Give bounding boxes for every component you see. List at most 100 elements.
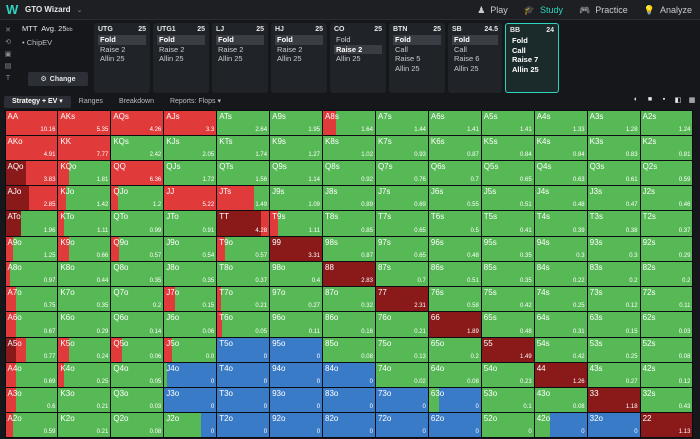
hand-cell[interactable]: A8o 0.97: [5, 261, 58, 287]
hand-cell[interactable]: 65o 0.2: [428, 337, 481, 362]
hand-cell[interactable]: 54o 0.23: [481, 362, 534, 388]
app-logo[interactable]: W GTO Wizard ⌄: [6, 3, 82, 16]
hand-cell[interactable]: QJs 1.72: [164, 160, 217, 186]
hand-cell[interactable]: 96s 0.48: [428, 236, 481, 261]
hand-cell[interactable]: K2o 0.21: [58, 413, 111, 438]
hand-cell[interactable]: AKs 5.35: [58, 110, 111, 135]
hand-cell[interactable]: Q8o 0.35: [111, 261, 164, 287]
hand-cell[interactable]: A7s 1.44: [375, 110, 428, 135]
hand-cell[interactable]: T9o 0.57: [217, 236, 270, 261]
hand-cell[interactable]: 65s 0.48: [481, 312, 534, 337]
hand-cell[interactable]: K4s 0.84: [534, 135, 587, 160]
nav-analyze[interactable]: 💡 Analyze: [636, 0, 700, 20]
hand-cell[interactable]: 73s 0.12: [587, 287, 640, 312]
hand-cell[interactable]: KJo 1.42: [58, 186, 111, 211]
hand-cell[interactable]: A8s 1.64: [323, 110, 375, 135]
position-card-utg1[interactable]: UTG1 25 Fold Raise 2 Allin 25: [153, 23, 209, 93]
hand-cell[interactable]: A4o 0.69: [5, 362, 58, 388]
hand-cell[interactable]: Q9o 0.57: [111, 236, 164, 261]
history-icon[interactable]: ⟲: [5, 39, 11, 46]
hand-cell[interactable]: J5o 0.0: [164, 337, 217, 362]
hand-cell[interactable]: 32o 0: [587, 413, 640, 438]
hand-cell[interactable]: A9s 1.95: [270, 110, 323, 135]
position-action[interactable]: Allin 25: [100, 54, 125, 63]
hand-cell[interactable]: 99 3.31: [270, 236, 323, 261]
hand-cell[interactable]: 92o 0: [270, 413, 323, 438]
hand-cell[interactable]: KK 7.77: [58, 135, 111, 160]
tab-ranges[interactable]: Ranges: [78, 98, 103, 105]
folder-icon[interactable]: ▤: [4, 63, 12, 70]
hand-cell[interactable]: J9o 0.54: [164, 236, 217, 261]
hand-cell[interactable]: 63s 0.15: [587, 312, 640, 337]
hand-cell[interactable]: Q2s 0.59: [640, 160, 693, 186]
hand-cell[interactable]: J8o 0.35: [164, 261, 217, 287]
hand-cell[interactable]: A5s 1.41: [481, 110, 534, 135]
hand-cell[interactable]: QQ 6.36: [111, 160, 164, 186]
hand-cell[interactable]: J2s 0.46: [640, 186, 693, 211]
hand-cell[interactable]: Q3s 0.61: [587, 160, 640, 186]
position-action[interactable]: Raise 2: [334, 44, 382, 54]
hand-cell[interactable]: QJo 1.2: [111, 186, 164, 211]
hand-cell[interactable]: A5o 0.77: [5, 337, 58, 362]
position-action[interactable]: Fold: [275, 35, 323, 45]
hand-cell[interactable]: T6o 0.05: [217, 312, 270, 337]
hand-cell[interactable]: 43o 0.08: [534, 388, 587, 413]
nav-study[interactable]: 🎓 Study: [516, 0, 571, 20]
position-action[interactable]: Allin 25: [395, 63, 420, 73]
hand-cell[interactable]: KQo 1.81: [58, 160, 111, 186]
hand-cell[interactable]: A9o 1.25: [5, 236, 58, 261]
position-action[interactable]: Allin 25: [277, 54, 302, 63]
hand-cell[interactable]: AQo 3.83: [5, 160, 58, 186]
hand-cell[interactable]: Q2o 0.08: [111, 413, 164, 438]
hand-cell[interactable]: J4s 0.48: [534, 186, 587, 211]
position-card-btn[interactable]: BTN 25 Fold Call Raise 5 Allin 25: [389, 23, 445, 93]
hand-cell[interactable]: K9o 0.66: [58, 236, 111, 261]
hand-cell[interactable]: 73o 0: [375, 388, 428, 413]
hand-cell[interactable]: J4o 0: [164, 362, 217, 388]
hand-cell[interactable]: 64o 0.08: [428, 362, 481, 388]
position-action[interactable]: Fold: [157, 35, 205, 45]
hand-cell[interactable]: 88 2.83: [323, 261, 375, 287]
hand-cell[interactable]: T9s 1.11: [270, 211, 323, 236]
hand-cell[interactable]: J7s 0.69: [375, 186, 428, 211]
position-action[interactable]: Fold: [98, 35, 146, 45]
hand-cell[interactable]: ATs 2.64: [217, 110, 270, 135]
hand-cell[interactable]: T3o 0: [217, 388, 270, 413]
hand-cell[interactable]: T6s 0.5: [428, 211, 481, 236]
hand-cell[interactable]: K8s 1.02: [323, 135, 375, 160]
hand-cell[interactable]: Q6o 0.14: [111, 312, 164, 337]
hand-cell[interactable]: 98o 0.4: [270, 261, 323, 287]
hand-cell[interactable]: A3s 1.28: [587, 110, 640, 135]
hand-cell[interactable]: 98s 0.87: [323, 236, 375, 261]
hand-cell[interactable]: 94o 0: [270, 362, 323, 388]
hand-cell[interactable]: 86s 0.51: [428, 261, 481, 287]
position-action[interactable]: Call: [454, 44, 467, 54]
hand-cell[interactable]: KTs 1.74: [217, 135, 270, 160]
position-action[interactable]: Raise 6: [454, 54, 480, 63]
hand-cell[interactable]: T7o 0.21: [217, 287, 270, 312]
nav-play[interactable]: ♟ Play: [469, 0, 516, 20]
hand-cell[interactable]: Q7o 0.2: [111, 287, 164, 312]
hand-cell[interactable]: 74o 0.02: [375, 362, 428, 388]
hand-cell[interactable]: K4o 0.25: [58, 362, 111, 388]
position-card-hj[interactable]: HJ 25 Fold Raise 2 Allin 25: [271, 23, 327, 93]
hand-cell[interactable]: 62o 0: [428, 413, 481, 438]
position-card-lj[interactable]: LJ 25 Fold Raise 2 Allin 25: [212, 23, 268, 93]
hand-cell[interactable]: KQs 2.42: [111, 135, 164, 160]
hand-cell[interactable]: T7s 0.65: [375, 211, 428, 236]
hand-cell[interactable]: A7o 0.75: [5, 287, 58, 312]
hand-cell[interactable]: 54s 0.42: [534, 337, 587, 362]
hand-cell[interactable]: K7o 0.35: [58, 287, 111, 312]
position-action[interactable]: Raise 2: [100, 44, 126, 54]
position-action[interactable]: Raise 2: [218, 44, 244, 54]
hand-cell[interactable]: 95s 0.35: [481, 236, 534, 261]
hand-cell[interactable]: 87s 0.7: [375, 261, 428, 287]
view-grid-icon[interactable]: ▦: [688, 97, 696, 104]
hand-cell[interactable]: K8o 0.44: [58, 261, 111, 287]
reports-dropdown[interactable]: Reports: Flops ▾: [162, 96, 229, 108]
hand-cell[interactable]: 93o 0: [270, 388, 323, 413]
hand-cell[interactable]: 64s 0.31: [534, 312, 587, 337]
position-action[interactable]: Raise 7: [512, 55, 539, 64]
hand-cell[interactable]: J7o 0.15: [164, 287, 217, 312]
hand-cell[interactable]: 55 1.49: [481, 337, 534, 362]
